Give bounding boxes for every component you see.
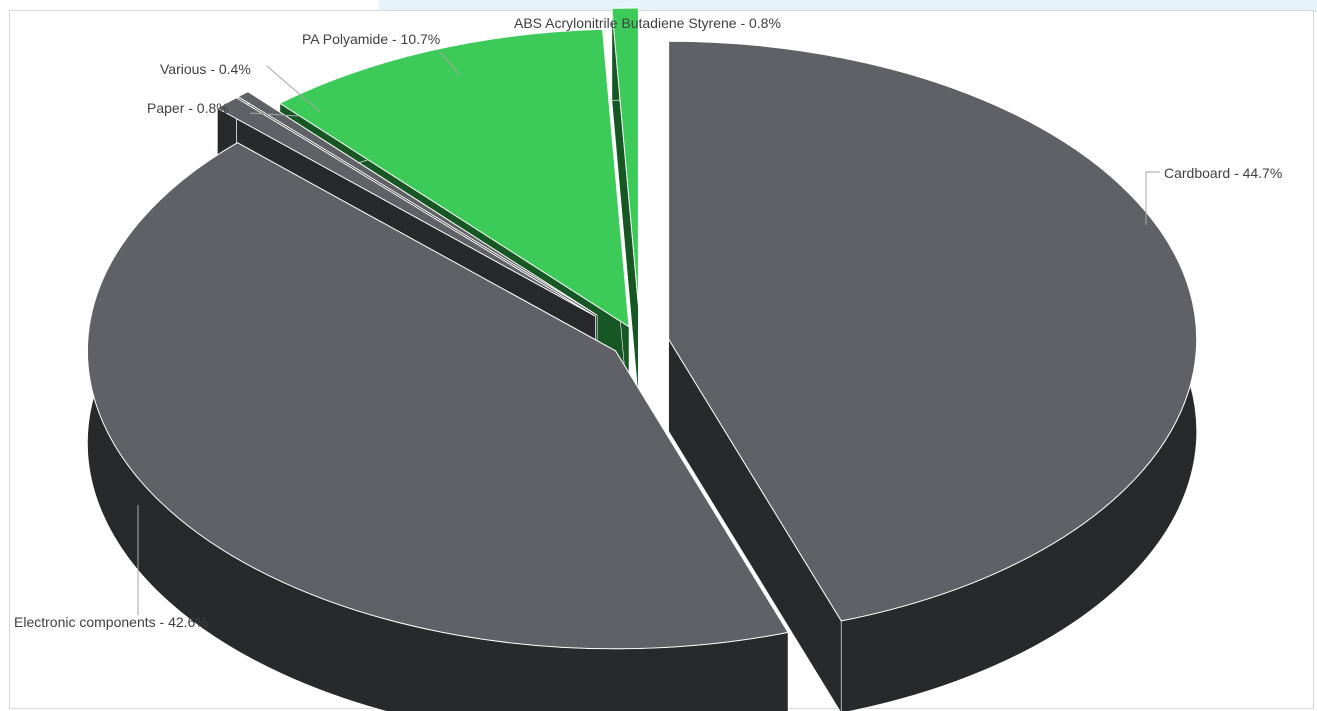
label-electronic-components: Electronic components - 42.6% bbox=[14, 614, 208, 630]
label-pa-polyamide: PA Polyamide - 10.7% bbox=[302, 31, 440, 47]
label-various: Various - 0.4% bbox=[160, 61, 251, 77]
leaders-layer bbox=[137, 51, 1160, 615]
slice-top-electronic-components bbox=[87, 142, 789, 650]
label-cardboard: Cardboard - 44.7% bbox=[1164, 165, 1282, 181]
label-abs: ABS Acrylonitrile Butadiene Styrene - 0.… bbox=[514, 15, 781, 31]
slices-layer bbox=[87, 7, 1198, 711]
leader-line-various bbox=[266, 65, 321, 113]
slice-top-cardboard bbox=[668, 40, 1198, 622]
slice-top-pa-polyamide bbox=[278, 28, 630, 328]
leader-line-paper bbox=[249, 112, 299, 117]
slice-abs-acrylonitrile-butadiene-styrene bbox=[611, 7, 639, 398]
leader-line-pa-polyamide bbox=[439, 51, 461, 76]
leader-line-cardboard bbox=[1145, 171, 1160, 225]
slice-top-abs-acrylonitrile-butadiene-styrene bbox=[611, 7, 639, 306]
label-paper: Paper - 0.8% bbox=[147, 100, 229, 116]
slice-top-paper bbox=[216, 97, 596, 317]
labels-layer: Cardboard - 44.7% Electronic components … bbox=[14, 15, 1282, 630]
slice-cardboard bbox=[668, 40, 1198, 711]
slice-top-various bbox=[237, 91, 598, 316]
slice-electronic-components bbox=[87, 142, 789, 711]
